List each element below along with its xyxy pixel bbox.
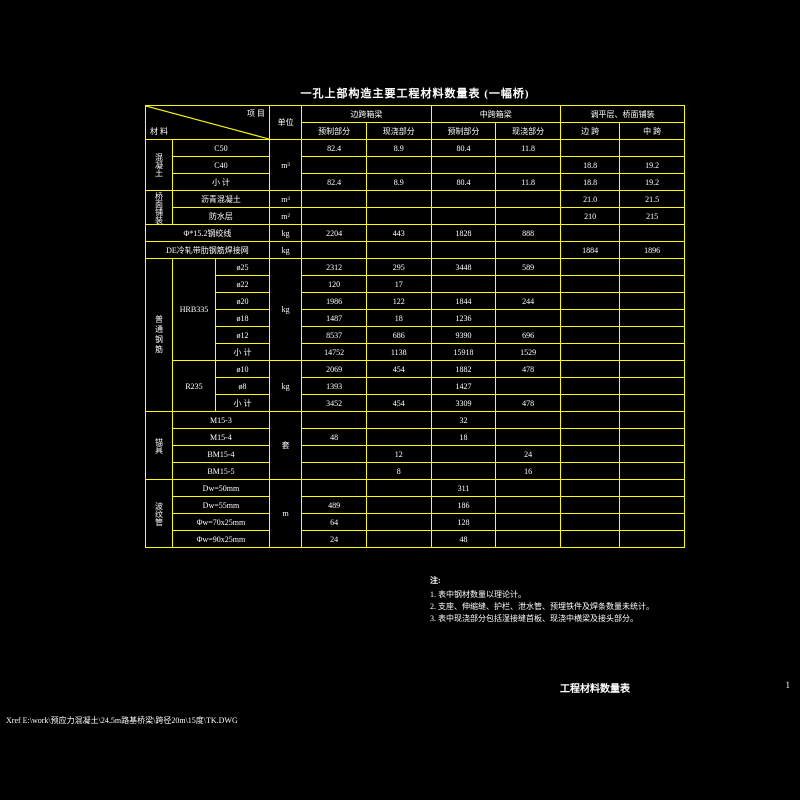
table-row: ø22 12017 [146, 276, 685, 293]
table-row: Dw=55mm 489186 [146, 497, 685, 514]
header-diag: 项 目 材 料 [146, 106, 270, 140]
hdr-g2: 中跨箱梁 [431, 106, 560, 123]
table-row: C40 18.819.2 [146, 157, 685, 174]
table-row: 小 计 147521138159181529 [146, 344, 685, 361]
table-row: ø8 13931427 [146, 378, 685, 395]
table-row: Φw=90x25mm 2448 [146, 531, 685, 548]
table-row: R235 ø10 kg 20694541882478 [146, 361, 685, 378]
table-row: M15-4 4818 [146, 429, 685, 446]
table-row: 小 计 82.48.9 80.411.8 18.819.2 [146, 174, 685, 191]
page-number: 1 [786, 680, 791, 690]
material-table: 项 目 材 料 单位 边跨箱梁 中跨箱梁 调平层、桥面铺装 预制部分 现浇部分 … [145, 105, 685, 548]
footer-title: 工程材料数量表 [560, 680, 630, 695]
table-row: Φ*15.2钢绞线 kg 2204443 1828888 [146, 225, 685, 242]
hdr-g3: 调平层、桥面铺装 [560, 106, 684, 123]
hdr-unit: 单位 [269, 106, 301, 140]
notes: 注: 1. 表中钢材数量以理论计。 2. 支座、伸缩缝、护栏、泄水管、预埋铁件及… [430, 575, 654, 625]
table-row: 锚具 M15-3 套 32 [146, 412, 685, 429]
table-row: ø18 1487181236 [146, 310, 685, 327]
table-row: Φw=70x25mm 64128 [146, 514, 685, 531]
xref-path: Xref E:\work\预应力混凝土\24.5m路基桥梁\跨径20m\15度\… [6, 715, 238, 726]
table-row: 小 计 34524543309478 [146, 395, 685, 412]
table-row: 桥面铺装 沥青混凝土 m³ 21.021.5 [146, 191, 685, 208]
table-row: BM15-4 1224 [146, 446, 685, 463]
table-row: 混凝土 C50 m³ 82.48.9 80.411.8 [146, 140, 685, 157]
table-row: 防水层 m² 210215 [146, 208, 685, 225]
table-row: BM15-5 816 [146, 463, 685, 480]
table-row: ø12 85376869390696 [146, 327, 685, 344]
table-row: DE冷轧带肋钢筋焊接网 kg 18841896 [146, 242, 685, 259]
table-title: 一孔上部构造主要工程材料数量表 (一幅桥) [145, 85, 685, 101]
table-row: ø20 19861221844244 [146, 293, 685, 310]
table-row: 普通钢筋 HRB335 ø25 kg 2312295 3448589 [146, 259, 685, 276]
table-row: 波纹管 Dw=50mm m 311 [146, 480, 685, 497]
hdr-g1: 边跨箱梁 [302, 106, 431, 123]
